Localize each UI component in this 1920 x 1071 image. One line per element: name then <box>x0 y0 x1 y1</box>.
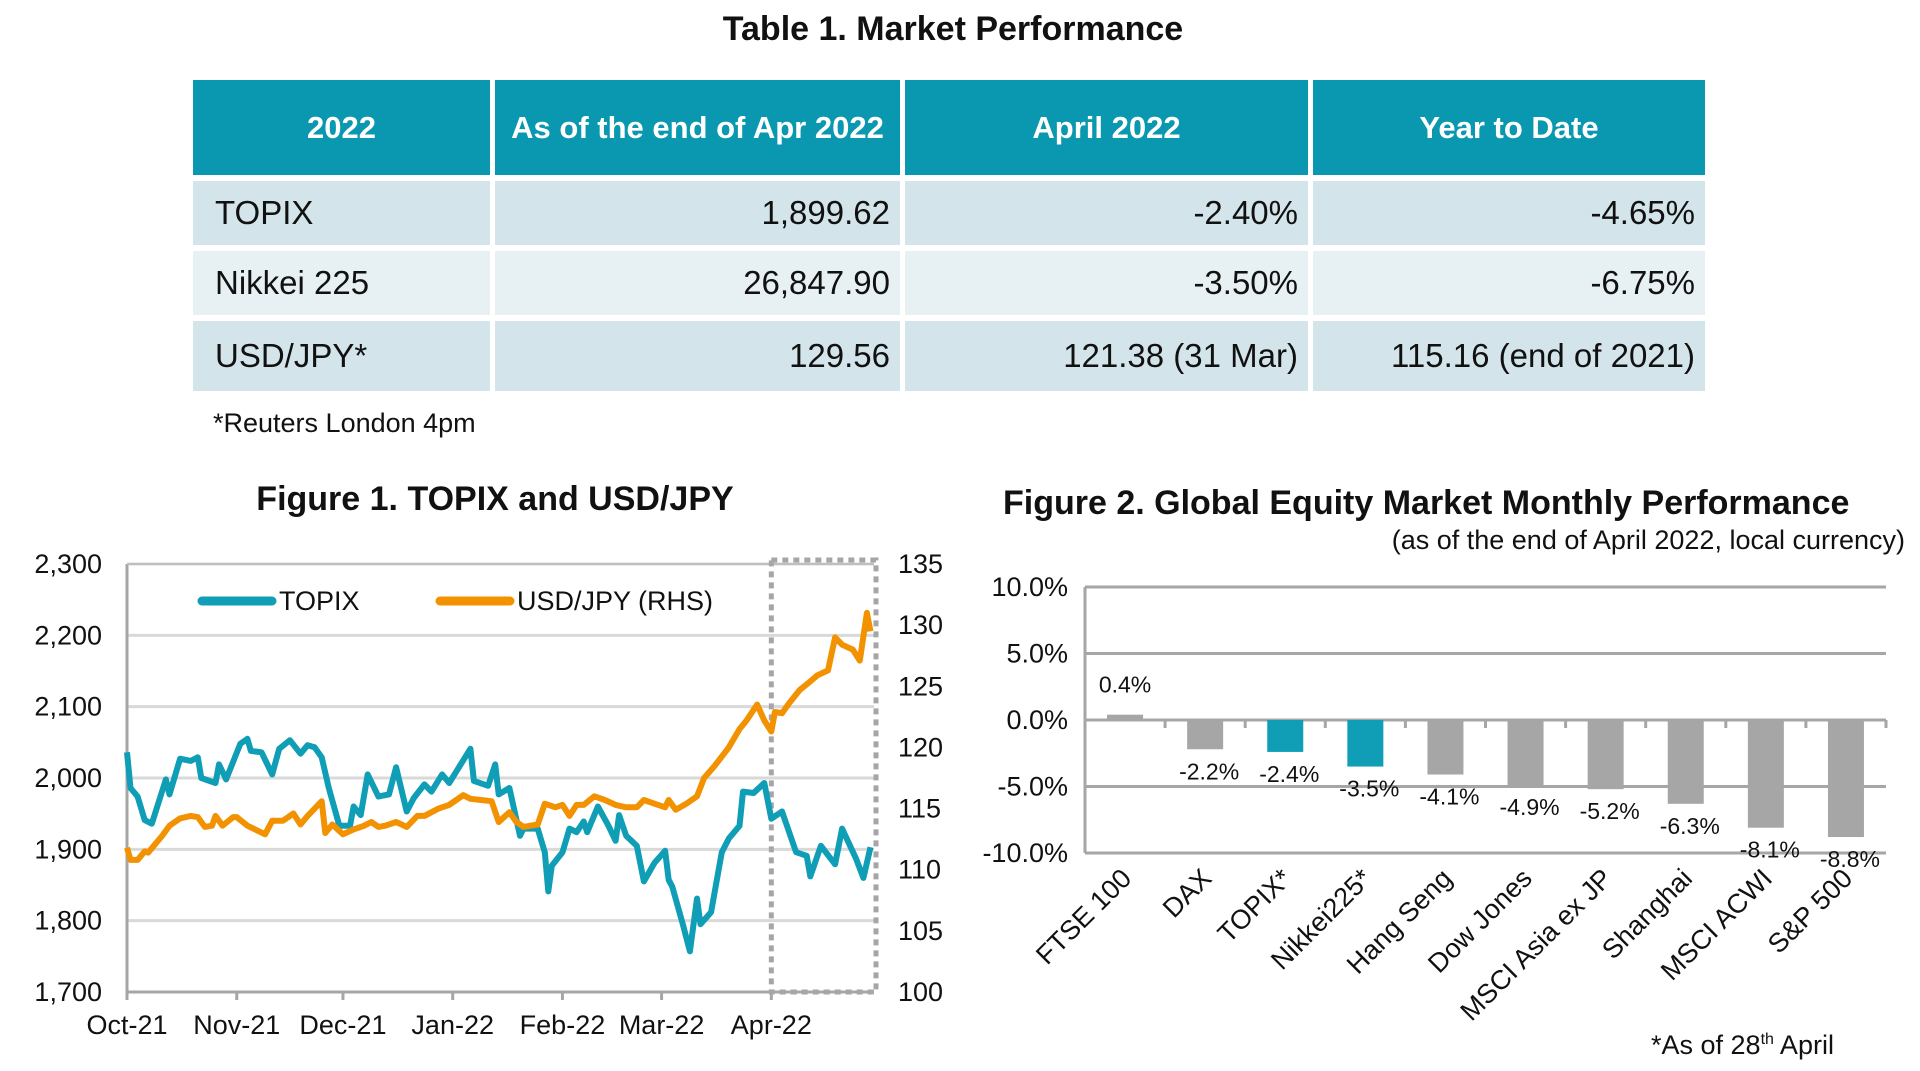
x-tick-label: Feb-22 <box>520 1010 606 1040</box>
x-tick-label: Jan-22 <box>411 1010 494 1040</box>
category-label: MSCI Asia ex JP <box>1454 863 1617 1026</box>
data-label: -8.8% <box>1820 846 1880 872</box>
bar <box>1747 720 1784 828</box>
cell: 26,847.90 <box>495 245 900 315</box>
cell: 1,899.62 <box>495 175 900 245</box>
data-label: -8.1% <box>1740 837 1800 863</box>
table-row: Nikkei 225 26,847.90 -3.50% -6.75% <box>193 245 1705 315</box>
category-label: FTSE 100 <box>1030 863 1137 970</box>
row-label: TOPIX <box>193 175 490 245</box>
table-row: USD/JPY* 129.56 121.38 (31 Mar) 115.16 (… <box>193 315 1705 391</box>
market-performance-table: 2022 As of the end of Apr 2022 April 202… <box>188 80 1710 391</box>
row-label: USD/JPY* <box>193 315 490 391</box>
cell: -2.40% <box>905 175 1308 245</box>
y-tick-label: -10.0% <box>982 838 1068 868</box>
legend-label: TOPIX <box>279 586 360 616</box>
header-cell: As of the end of Apr 2022 <box>495 80 900 175</box>
bar <box>1427 720 1464 775</box>
bar <box>1107 714 1144 720</box>
header-cell: April 2022 <box>905 80 1308 175</box>
bar <box>1827 720 1864 838</box>
y-right-tick-label: 130 <box>898 610 943 640</box>
category-label: S&P 500 <box>1762 863 1858 959</box>
y-tick-label: 0.0% <box>1006 705 1068 735</box>
y-left-tick-label: 1,700 <box>34 977 102 1007</box>
cell: -6.75% <box>1313 245 1705 315</box>
table-title: Table 1. Market Performance <box>722 10 1184 48</box>
cell: 121.38 (31 Mar) <box>905 315 1308 391</box>
cell: -3.50% <box>905 245 1308 315</box>
bar <box>1667 720 1704 804</box>
highlight-box <box>768 557 879 995</box>
data-label: -2.4% <box>1259 761 1319 787</box>
bar <box>1507 720 1544 786</box>
header-cell: 2022 <box>193 80 490 175</box>
cell: -4.65% <box>1313 175 1705 245</box>
data-label: -4.1% <box>1419 784 1479 810</box>
cell: 129.56 <box>495 315 900 391</box>
figure2-title: Figure 2. Global Equity Market Monthly P… <box>1003 484 1850 522</box>
data-label: -3.5% <box>1339 776 1399 802</box>
x-tick-label: Apr-22 <box>731 1010 812 1040</box>
footnote-end: April <box>1773 1030 1834 1060</box>
bar <box>1347 720 1384 767</box>
table-header-row: 2022 As of the end of Apr 2022 April 202… <box>193 80 1705 175</box>
series-line-usdjpy <box>124 609 874 863</box>
y-left-tick-label: 2,300 <box>34 549 102 579</box>
x-tick-label: Oct-21 <box>86 1010 167 1040</box>
bar <box>1267 720 1304 752</box>
bar <box>1187 720 1224 750</box>
footnote-text: *As of 28 <box>1651 1030 1761 1060</box>
x-tick-label: Dec-21 <box>299 1010 386 1040</box>
table-footnote: *Reuters London 4pm <box>213 408 476 438</box>
y-left-tick-label: 2,200 <box>34 620 102 650</box>
legend-label: USD/JPY (RHS) <box>517 586 713 616</box>
y-right-tick-label: 120 <box>898 732 943 762</box>
data-label: -4.9% <box>1500 794 1560 820</box>
figure2-subtitle: (as of the end of April 2022, local curr… <box>1391 525 1905 555</box>
x-tick-label: Nov-21 <box>193 1010 280 1040</box>
figure2-footnote: *As of 28th April <box>1651 1030 1834 1061</box>
x-tick-label: Mar-22 <box>619 1010 705 1040</box>
y-right-tick-label: 135 <box>898 549 943 579</box>
row-label: Nikkei 225 <box>193 245 490 315</box>
data-label: -6.3% <box>1660 813 1720 839</box>
series-line-topix <box>124 735 874 955</box>
y-tick-label: 5.0% <box>1006 639 1068 669</box>
y-tick-label: 10.0% <box>991 572 1068 602</box>
y-right-tick-label: 105 <box>898 916 943 946</box>
y-right-tick-label: 100 <box>898 977 943 1007</box>
table-row: TOPIX 1,899.62 -2.40% -4.65% <box>193 175 1705 245</box>
data-label: -5.2% <box>1580 798 1640 824</box>
y-left-tick-label: 1,800 <box>34 906 102 936</box>
category-label: DAX <box>1157 863 1217 923</box>
y-left-tick-label: 2,000 <box>34 763 102 793</box>
cell: 115.16 (end of 2021) <box>1313 315 1705 391</box>
figure1-title: Figure 1. TOPIX and USD/JPY <box>256 480 734 518</box>
data-label: 0.4% <box>1099 672 1151 698</box>
data-label: -2.2% <box>1179 758 1239 784</box>
y-left-tick-label: 2,100 <box>34 692 102 722</box>
bar <box>1587 720 1624 790</box>
y-right-tick-label: 115 <box>898 794 941 824</box>
y-right-tick-label: 125 <box>898 671 943 701</box>
y-left-tick-label: 1,900 <box>34 834 102 864</box>
footnote-sup: th <box>1760 1031 1774 1048</box>
y-right-tick-label: 110 <box>898 855 941 885</box>
y-tick-label: -5.0% <box>997 772 1068 802</box>
header-cell: Year to Date <box>1313 80 1705 175</box>
